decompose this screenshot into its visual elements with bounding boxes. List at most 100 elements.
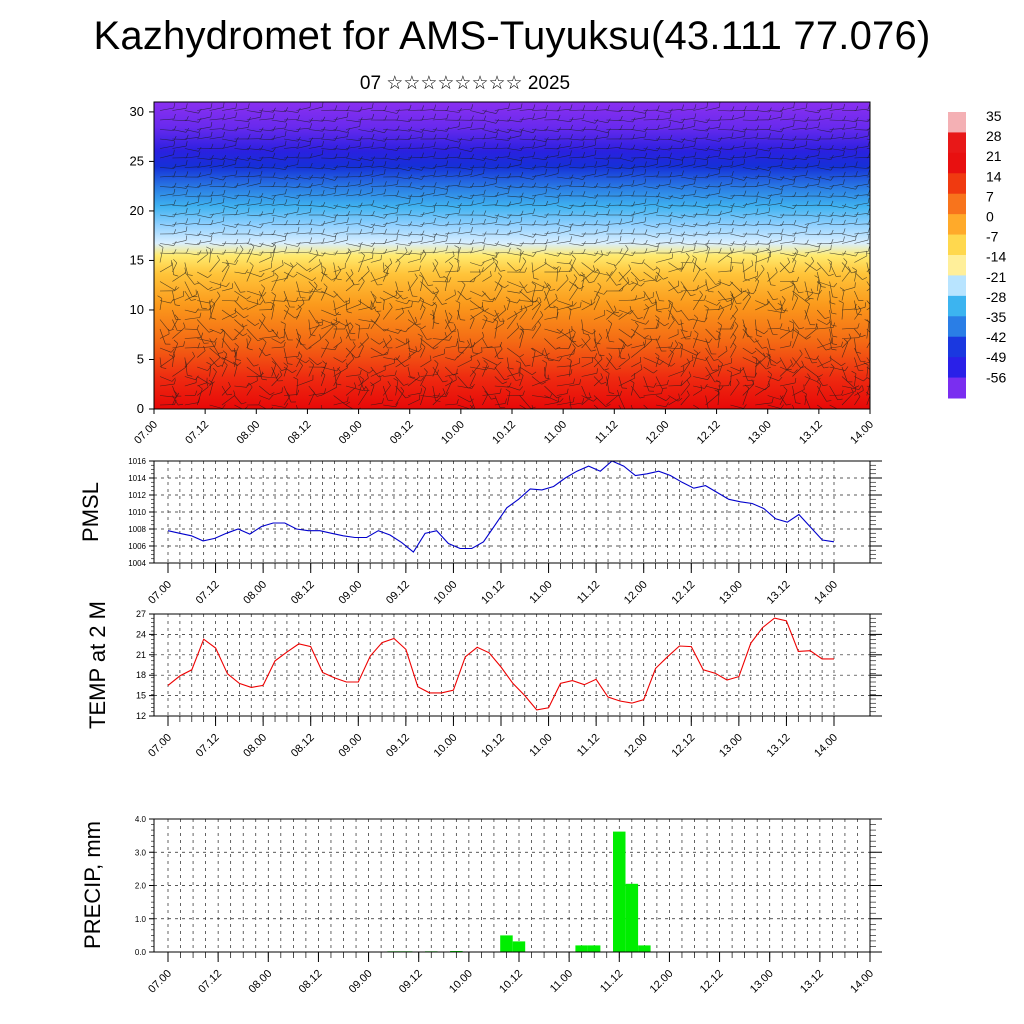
wind-barb-feather [669, 349, 674, 354]
wind-barb-feather [344, 324, 347, 330]
wind-barb [866, 147, 870, 149]
wind-barb [507, 195, 522, 198]
wind-barb-feather [644, 335, 649, 339]
wind-barb-feather [483, 123, 486, 129]
wind-barb-feather [768, 381, 770, 387]
wind-barb-feather [458, 163, 462, 169]
wind-barb [358, 281, 365, 292]
wind-barb [742, 357, 758, 365]
wind-barb [296, 271, 313, 282]
wind-barb-feather [706, 245, 709, 251]
wind-barb [767, 319, 773, 335]
wind-barb-feather [571, 340, 577, 343]
wind-barb [457, 157, 472, 160]
wind-barb-feather [669, 194, 673, 200]
wind-barb [655, 404, 667, 407]
wind-barb [519, 195, 534, 200]
wind-barb-feather [289, 262, 294, 267]
wind-barb [432, 157, 447, 160]
wind-barb [507, 221, 522, 225]
wind-barb [668, 302, 673, 320]
wind-barb-feather [719, 217, 721, 223]
wind-barb [767, 327, 781, 330]
wind-barb-feather [384, 181, 387, 187]
wind-barb-feather [843, 236, 845, 242]
wind-barb [271, 366, 279, 382]
wind-barb-feather [471, 122, 473, 128]
wind-barb [246, 304, 259, 311]
wind-barb [469, 242, 485, 244]
wind-barb [668, 186, 683, 190]
x-tick-label: 13.12 [765, 732, 793, 760]
wind-barb-feather [682, 330, 688, 332]
wind-barb [631, 211, 645, 216]
wind-barb-feather [632, 238, 635, 244]
wind-barb-feather [694, 151, 697, 157]
wind-barb-feather [632, 190, 635, 196]
wind-barb [779, 262, 790, 274]
wind-barb [742, 383, 755, 396]
wind-barb-feather [756, 360, 761, 365]
wind-barb-feather [237, 362, 242, 366]
wind-barb-feather [620, 357, 626, 360]
wind-barb-feather [158, 244, 164, 248]
wind-barb-feather [669, 108, 673, 114]
wind-barb [358, 243, 373, 247]
wind-barb [866, 138, 870, 140]
wind-barb-feather [609, 392, 615, 394]
wind-barb [320, 342, 329, 358]
wind-barb [271, 233, 286, 237]
wind-barb-feather [537, 300, 541, 306]
wind-barb [693, 129, 708, 132]
wind-barb [271, 167, 286, 170]
wind-barb [271, 250, 286, 254]
wind-barb [581, 173, 596, 178]
wind-barb-feather [458, 227, 461, 233]
wind-barb [271, 304, 275, 320]
wind-barb [283, 129, 298, 133]
wind-barb [246, 148, 261, 151]
wind-barb [742, 202, 757, 206]
wind-barb [482, 394, 489, 406]
wind-barb-feather [716, 337, 721, 341]
wind-barb [283, 262, 294, 268]
wind-barb [816, 277, 820, 292]
wind-barb [829, 262, 837, 277]
wind-barb [370, 193, 385, 197]
wind-barb [383, 328, 399, 334]
wind-barb-feather [786, 368, 792, 371]
wind-barb [593, 213, 609, 216]
wind-barb [792, 107, 807, 111]
wind-barb [420, 156, 435, 159]
wind-barb [817, 342, 833, 349]
wind-barb-feather [851, 370, 857, 374]
wind-barb-feather [235, 170, 238, 176]
wind-barb [420, 271, 429, 286]
wind-barb-feather [435, 400, 441, 402]
wind-barb-feather [717, 388, 720, 394]
wind-barb [755, 183, 770, 187]
wind-barb [631, 221, 646, 225]
wind-barb-feather [173, 163, 177, 169]
wind-barb-feather [384, 128, 388, 133]
wind-barb-feather [719, 151, 721, 157]
wind-barb-feather [781, 134, 784, 140]
wind-barb-feather [434, 359, 439, 364]
wind-barb-feather [495, 241, 499, 246]
wind-barb-feather [371, 169, 374, 175]
wind-barb-feather [566, 357, 572, 361]
wind-barb-feather [623, 343, 626, 349]
wind-barb [445, 270, 459, 273]
wind-barb [767, 214, 782, 219]
wind-barb [221, 328, 233, 341]
wind-barb-feather [272, 135, 276, 140]
wind-barb [792, 284, 796, 301]
wind-barb-feather [173, 259, 178, 264]
wind-barb-feather [781, 198, 783, 204]
wind-barb-feather [417, 333, 423, 337]
wind-barb-feather [456, 399, 459, 405]
wind-barb [209, 303, 216, 320]
wind-barb-feather [434, 113, 436, 119]
wind-barb-feather [644, 169, 646, 175]
wind-barb-feather [533, 174, 537, 180]
